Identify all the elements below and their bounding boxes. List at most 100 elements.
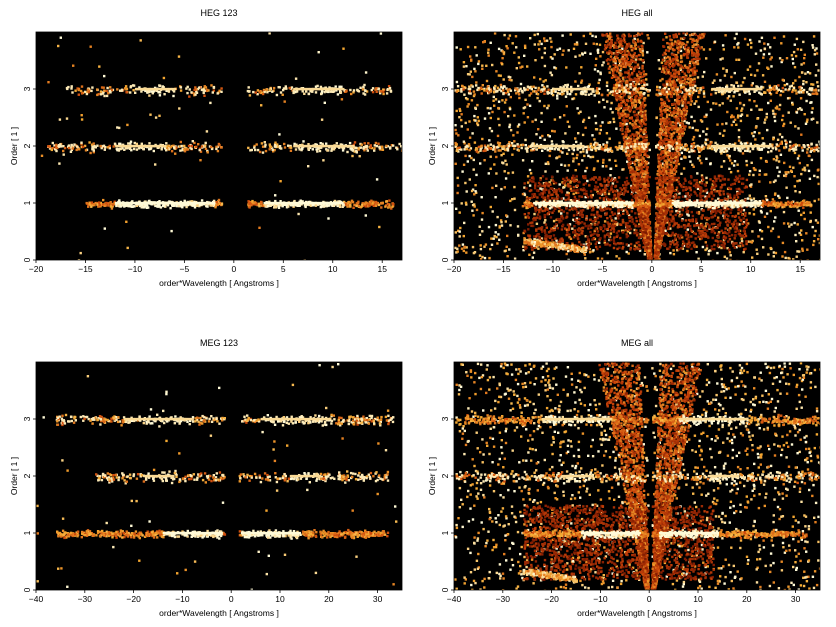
heatmap-pixel bbox=[801, 149, 804, 152]
x-tick-label: 0 bbox=[231, 264, 236, 274]
heatmap-pixel bbox=[593, 68, 597, 71]
heatmap-pixel bbox=[170, 229, 173, 233]
heatmap-pixel bbox=[693, 69, 696, 72]
heatmap-pixel bbox=[169, 201, 173, 205]
heatmap-pixel bbox=[148, 148, 151, 151]
heatmap-pixel bbox=[686, 213, 689, 216]
heatmap-pixel bbox=[495, 235, 498, 239]
heatmap-pixel bbox=[585, 151, 589, 154]
heatmap-pixel bbox=[781, 206, 784, 209]
heatmap-pixel bbox=[583, 154, 586, 158]
heatmap-pixel bbox=[459, 109, 462, 112]
heatmap-pixel bbox=[311, 148, 314, 151]
heatmap-pixel bbox=[704, 241, 707, 244]
heatmap-pixel bbox=[778, 108, 781, 111]
heatmap-pixel bbox=[735, 199, 738, 202]
heatmap-pixel bbox=[685, 48, 688, 51]
heatmap-pixel bbox=[684, 156, 687, 159]
heatmap-pixel bbox=[669, 227, 672, 230]
heatmap-pixel bbox=[605, 59, 609, 62]
heatmap-pixel bbox=[528, 104, 532, 107]
heatmap-pixel bbox=[338, 146, 341, 149]
heatmap-pixel bbox=[362, 85, 365, 89]
heatmap-pixel bbox=[563, 114, 566, 117]
heatmap-pixel bbox=[382, 90, 385, 93]
heatmap-pixel bbox=[807, 154, 810, 157]
heatmap-pixel bbox=[644, 186, 648, 189]
heatmap-pixel bbox=[669, 46, 673, 49]
heatmap-pixel bbox=[459, 226, 462, 230]
heatmap-pixel bbox=[126, 123, 129, 127]
heatmap-pixel bbox=[370, 88, 373, 92]
heatmap-pixel bbox=[666, 113, 669, 116]
heatmap-pixel bbox=[375, 87, 378, 90]
heatmap-pixel bbox=[364, 204, 368, 208]
heatmap-pixel bbox=[110, 207, 114, 210]
heatmap-pixel bbox=[668, 132, 671, 135]
heatmap-pixel bbox=[469, 70, 472, 73]
heatmap-pixel bbox=[703, 70, 706, 74]
heatmap-pixel bbox=[571, 97, 574, 101]
heatmap-pixel bbox=[620, 229, 624, 232]
heatmap-pixel bbox=[494, 196, 497, 199]
heatmap-pixel bbox=[210, 201, 213, 205]
heatmap-pixel bbox=[712, 102, 715, 105]
heatmap-pixel bbox=[72, 64, 75, 67]
heatmap-pixel bbox=[153, 87, 156, 91]
heatmap-pixel bbox=[683, 97, 686, 101]
heatmap-pixel bbox=[671, 168, 675, 171]
heatmap-pixel bbox=[562, 140, 565, 144]
heatmap-pixel bbox=[565, 228, 569, 231]
heatmap-pixel bbox=[751, 230, 754, 233]
heatmap-pixel bbox=[310, 144, 313, 148]
heatmap-pixel bbox=[646, 34, 649, 37]
heatmap-pixel bbox=[501, 99, 504, 102]
heatmap-pixel bbox=[190, 147, 193, 150]
heatmap-pixel bbox=[795, 111, 799, 114]
heatmap-pixel bbox=[110, 88, 113, 92]
heatmap-pixel bbox=[508, 34, 512, 37]
heatmap-pixel bbox=[739, 101, 742, 105]
heatmap-pixel bbox=[92, 151, 95, 154]
heatmap-pixel bbox=[496, 86, 500, 89]
heatmap-pixel bbox=[676, 121, 679, 125]
heatmap-pixel bbox=[642, 106, 646, 109]
heatmap-pixel bbox=[491, 210, 494, 213]
heatmap-pixel bbox=[680, 110, 683, 113]
heatmap-pixel bbox=[498, 238, 501, 241]
heatmap-pixel bbox=[752, 213, 756, 216]
heatmap-pixel bbox=[593, 94, 596, 97]
heatmap-pixel bbox=[544, 162, 547, 165]
heatmap-pixel bbox=[149, 146, 153, 150]
heatmap-pixel bbox=[660, 61, 664, 64]
heatmap-pixel bbox=[462, 65, 466, 68]
heatmap-pixel bbox=[658, 243, 662, 246]
heatmap-pixel bbox=[600, 193, 604, 196]
heatmap-pixel bbox=[629, 34, 632, 38]
heatmap-pixel bbox=[672, 53, 676, 56]
heatmap-pixel bbox=[782, 35, 786, 38]
heatmap-pixel bbox=[319, 142, 322, 145]
heatmap-pixel bbox=[641, 108, 644, 112]
heatmap-pixel bbox=[172, 94, 175, 98]
heatmap-pixel bbox=[88, 202, 91, 206]
heatmap-pixel bbox=[505, 245, 508, 248]
heatmap-pixel bbox=[621, 60, 624, 63]
heatmap-pixel bbox=[508, 125, 511, 129]
heatmap-pixel bbox=[216, 149, 220, 153]
heatmap-pixel bbox=[575, 191, 578, 195]
heatmap-pixel bbox=[637, 79, 640, 82]
heatmap-pixel bbox=[785, 57, 789, 60]
heatmap-pixel bbox=[624, 108, 627, 111]
heatmap-pixel bbox=[535, 133, 538, 136]
heatmap-pixel bbox=[799, 89, 802, 92]
heatmap-pixel bbox=[678, 76, 681, 79]
heatmap-pixel bbox=[608, 158, 611, 162]
heatmap-pixel bbox=[685, 92, 688, 96]
heatmap-pixel bbox=[67, 144, 71, 147]
heatmap-pixel bbox=[305, 201, 308, 205]
heatmap-pixel bbox=[740, 237, 743, 240]
heatmap-pixel bbox=[169, 87, 172, 91]
heatmap-pixel bbox=[269, 201, 272, 205]
heatmap-pixel bbox=[460, 118, 463, 122]
